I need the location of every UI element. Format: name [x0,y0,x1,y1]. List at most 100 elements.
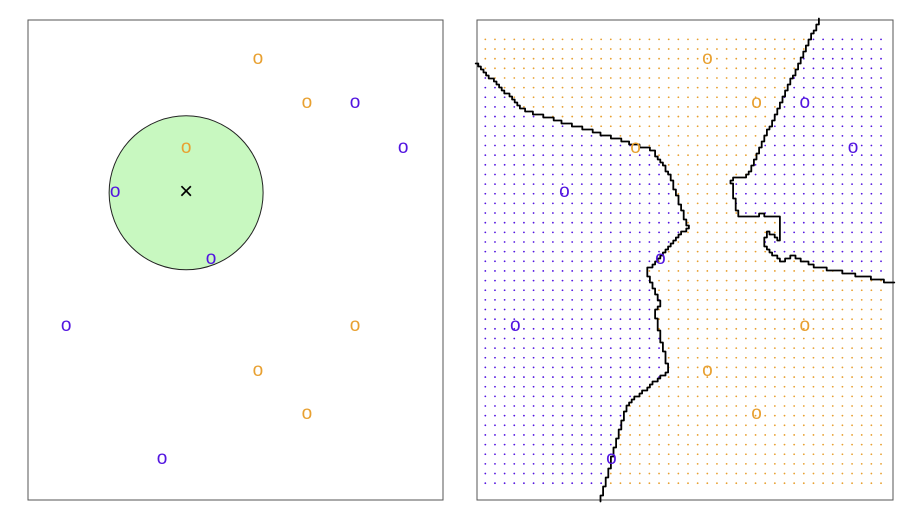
region-dot [860,77,863,79]
region-dot [551,308,554,311]
region-dot [484,48,487,50]
region-dot [773,77,776,79]
region-dot [561,221,564,224]
region-dot [494,221,496,224]
region-dot [484,250,487,253]
region-dot [561,395,564,398]
region-dot [609,38,612,41]
region-dot [629,77,631,79]
region-dot [783,57,786,60]
region-dot [503,385,506,388]
point: o [302,92,313,113]
region-dot [677,414,680,417]
region-dot [677,434,680,436]
region-dot [600,434,603,436]
region-dot [870,183,873,186]
region-dot [860,202,863,205]
region-dot [812,241,815,243]
region-dot [764,395,767,398]
region-dot [542,241,545,243]
region-dot [860,482,863,485]
region-dot [687,241,689,243]
region-dot [494,318,496,321]
region-dot [590,308,593,311]
region-dot [802,414,805,417]
region-dot [716,173,718,176]
region-dot [561,241,564,243]
region-dot [687,163,689,166]
region-dot [745,356,747,359]
region-dot [822,57,825,60]
region-dot [571,48,574,50]
region-dot [658,192,660,195]
region-dot [542,231,545,234]
region-dot [494,250,496,253]
region-dot [532,482,535,485]
region-dot [793,318,796,321]
region-dot [590,144,593,147]
region-dot [561,414,564,417]
region-dot [812,376,815,378]
region-dot [851,38,853,41]
region-dot [609,173,612,176]
region-dot [754,77,757,79]
region-dot [706,202,709,205]
region-dot [851,443,853,446]
region-dot [773,231,776,234]
region-dot [793,327,796,330]
region-dot [696,366,699,369]
region-dot [609,86,612,89]
region-dot [658,77,660,79]
region-dot [667,405,670,407]
region-dot [619,405,622,407]
region-dot [880,125,882,128]
region-dot [764,298,767,301]
region-dot [571,221,574,224]
region-dot [706,134,709,137]
region-dot [532,212,535,214]
region-dot [600,337,603,340]
region-dot [745,38,747,41]
region-dot [580,472,583,475]
region-dot [619,86,622,89]
region-dot [590,154,593,157]
region-dot [667,298,670,301]
region-dot [571,472,574,475]
region-dot [590,443,593,446]
region-dot [841,308,844,311]
region-dot [764,77,767,79]
point: o [655,248,666,269]
region-dot [571,241,574,243]
region-dot [851,241,853,243]
region-dot [648,163,651,166]
region-dot [870,250,873,253]
region-dot [580,434,583,436]
region-dot [494,356,496,359]
region-dot [706,48,709,50]
region-dot [484,212,487,214]
region-dot [696,260,699,263]
region-dot [494,376,496,378]
region-dot [571,482,574,485]
region-dot [783,337,786,340]
region-dot [725,125,728,128]
region-dot [629,96,631,99]
region-dot [754,173,757,176]
region-dot [880,48,882,50]
region-dot [600,144,603,147]
region-dot [658,472,660,475]
region-dot [716,77,718,79]
region-dot [802,327,805,330]
region-dot [716,144,718,147]
region-dot [754,106,757,108]
region-dot [716,424,718,427]
region-dot [619,67,622,70]
region-dot [880,154,882,157]
region-dot [822,48,825,50]
region-dot [561,453,564,456]
region-dot [860,318,863,321]
region-dot [764,376,767,378]
region-dot [503,414,506,417]
region-dot [580,308,583,311]
region-dot [523,86,525,89]
